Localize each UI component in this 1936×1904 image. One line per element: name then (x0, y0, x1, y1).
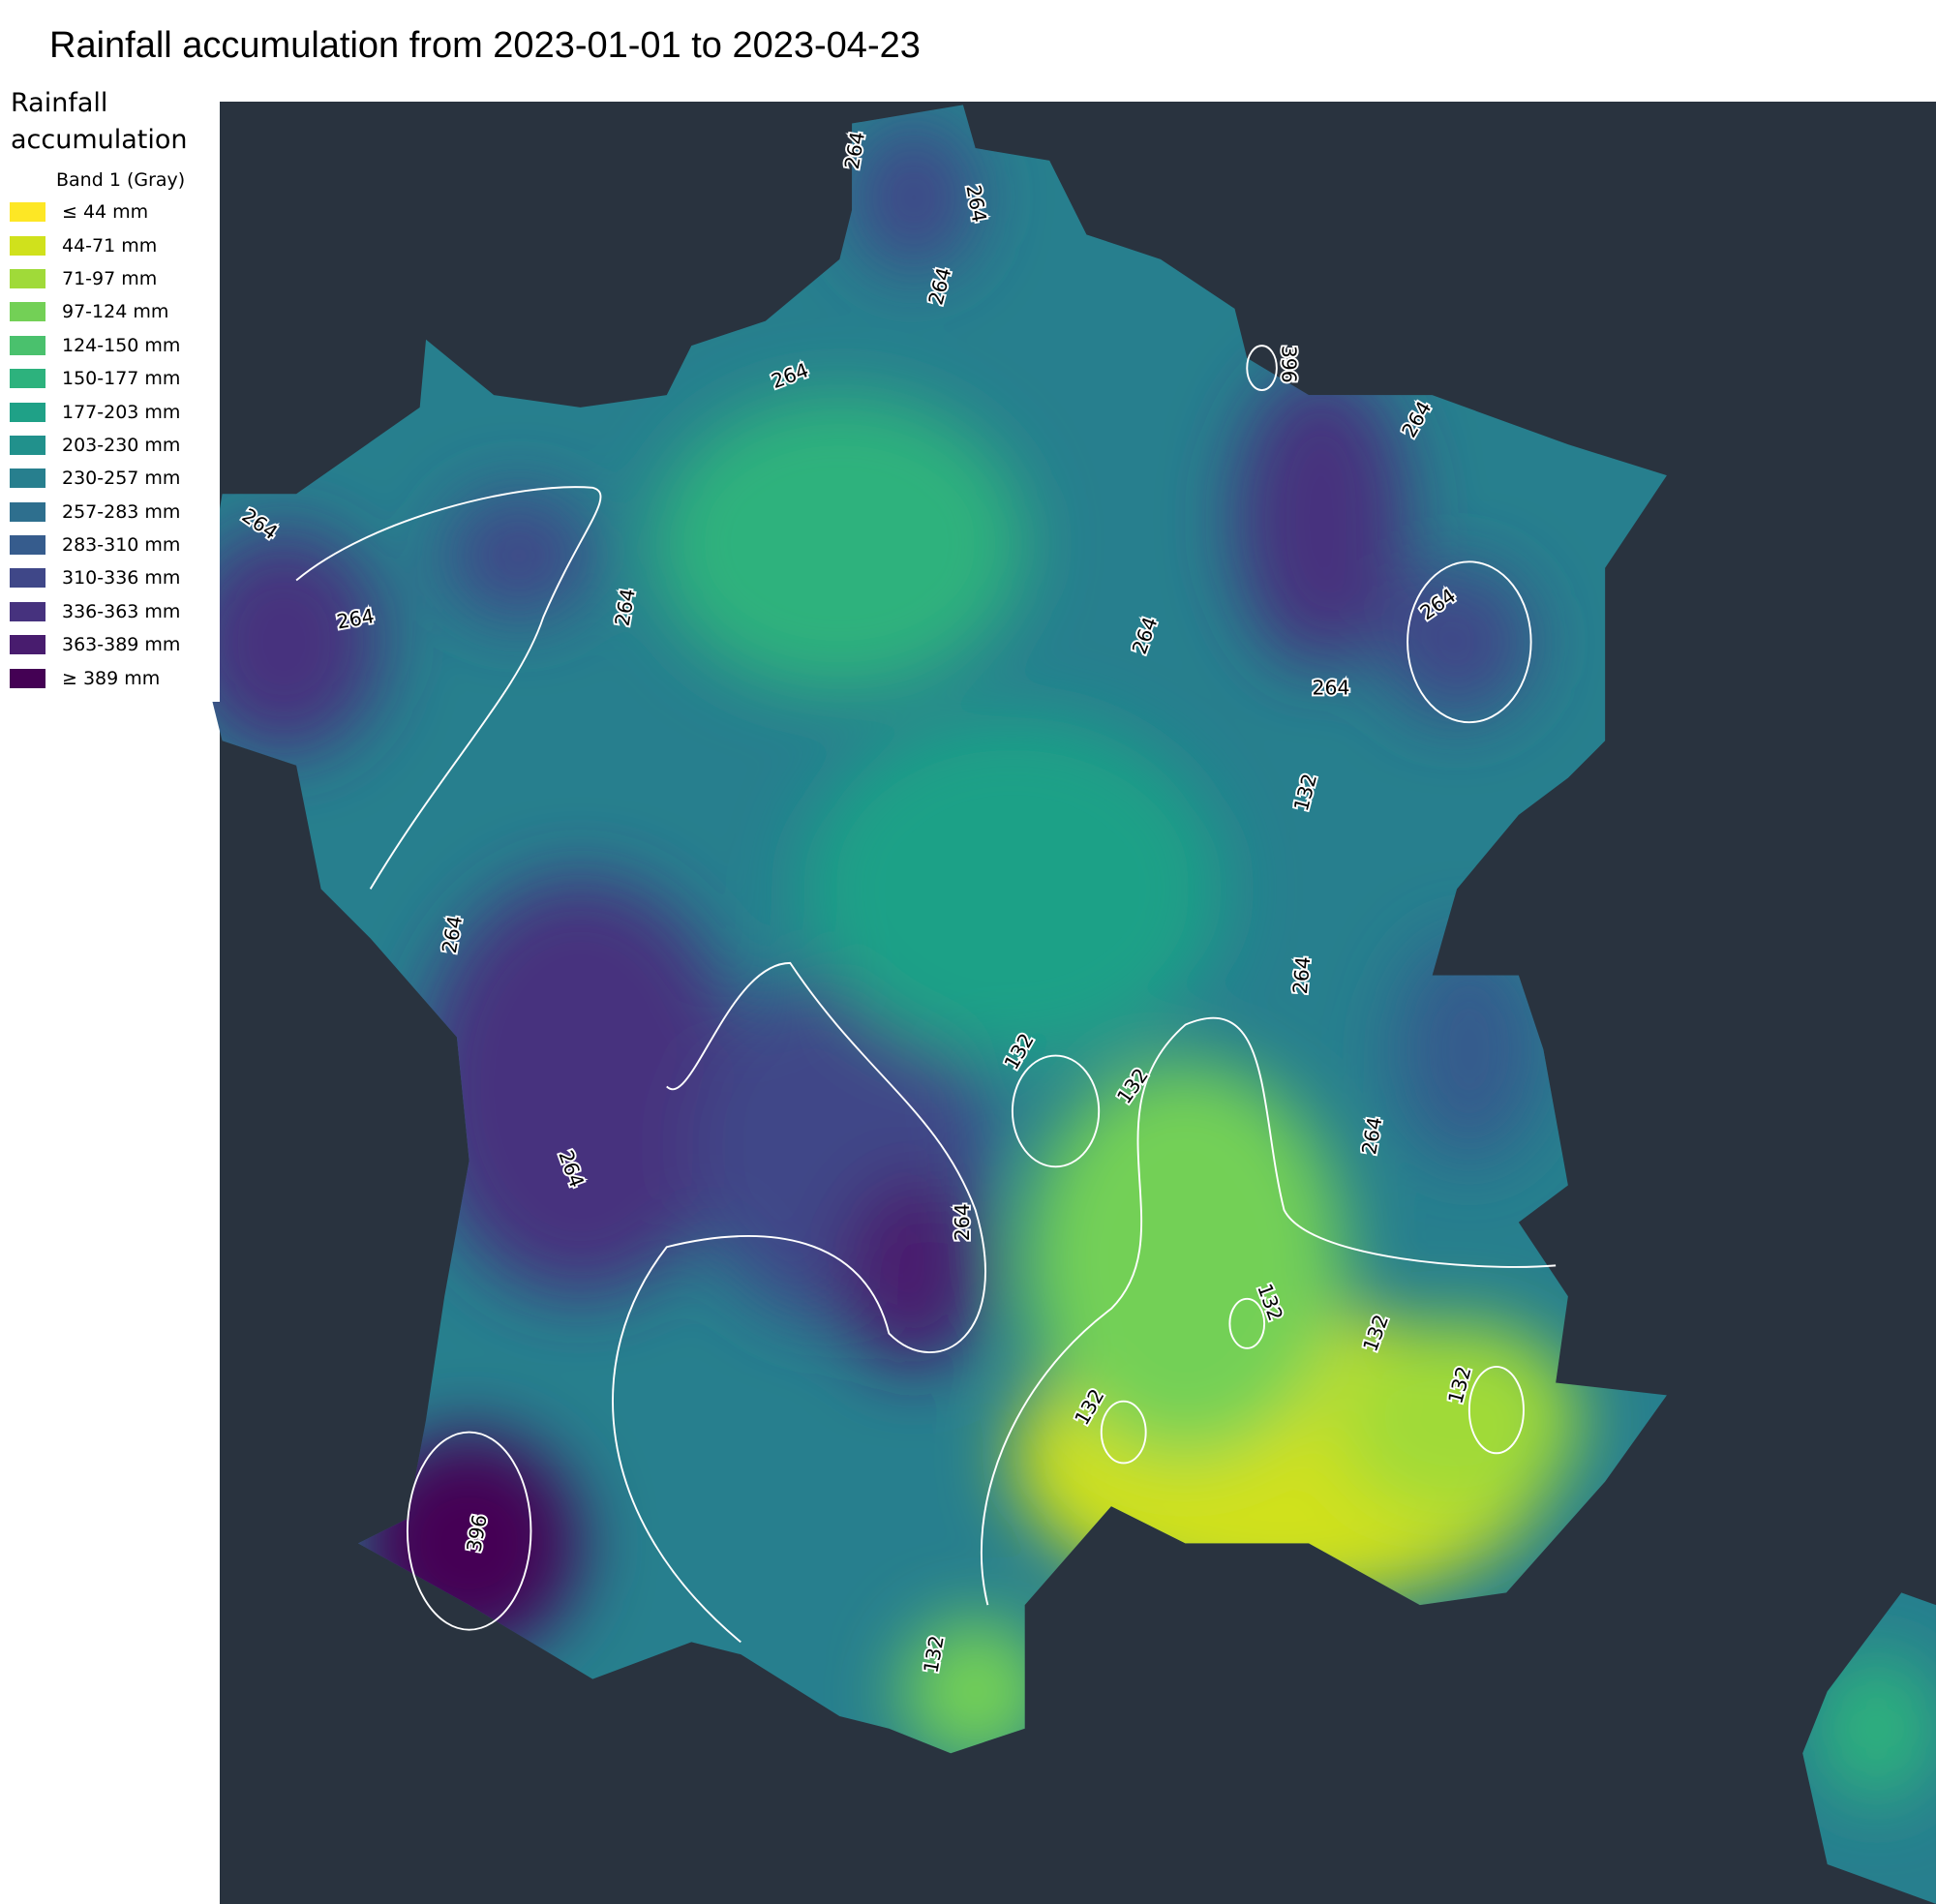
legend-item: 230-257 mm (0, 462, 220, 495)
legend-label: ≤ 44 mm (62, 201, 149, 224)
legend-swatch (10, 335, 45, 355)
legend-label: 336-363 mm (62, 600, 181, 622)
legend-swatch (10, 369, 45, 389)
legend-swatch (10, 501, 45, 522)
legend-label: 310-336 mm (62, 567, 181, 589)
contour-label: 264 (951, 1203, 974, 1241)
legend-label: 257-283 mm (62, 500, 181, 523)
legend-item: 97-124 mm (0, 295, 220, 328)
legend-item: 257-283 mm (0, 496, 220, 529)
legend-item: ≤ 44 mm (0, 196, 220, 228)
legend-label: 150-177 mm (62, 368, 181, 390)
legend-item: 363-389 mm (0, 628, 220, 661)
legend-label: 124-150 mm (62, 334, 181, 356)
legend: Rainfall accumulation Band 1 (Gray) ≤ 44… (0, 85, 220, 702)
legend-swatch (10, 568, 45, 589)
legend-subtitle: Band 1 (Gray) (56, 169, 186, 191)
legend-label: ≥ 389 mm (62, 667, 161, 689)
legend-swatch (10, 668, 45, 688)
legend-swatch (10, 268, 45, 288)
legend-label: 44-71 mm (62, 234, 158, 257)
title: Rainfall accumulation from 2023-01-01 to… (49, 25, 921, 66)
legend-item: 336-363 mm (0, 595, 220, 628)
contour-label: 264 (1288, 955, 1315, 995)
legend-item: 150-177 mm (0, 362, 220, 395)
contour-label: 264 (1313, 677, 1350, 700)
contour-label: 396 (1277, 346, 1300, 383)
legend-swatch (10, 635, 45, 655)
legend-swatch (10, 535, 45, 556)
legend-label: 71-97 mm (62, 267, 158, 289)
legend-item: 124-150 mm (0, 329, 220, 362)
legend-item: ≥ 389 mm (0, 661, 220, 694)
legend-item: 310-336 mm (0, 561, 220, 594)
contour-lines (295, 345, 1557, 1644)
legend-swatch (10, 402, 45, 422)
legend-swatch (10, 601, 45, 621)
legend-label: 177-203 mm (62, 401, 181, 423)
legend-items: ≤ 44 mm 44-71 mm 71-97 mm 97-124 mm 124-150 … (0, 196, 220, 695)
legend-title: Rainfall accumulation (11, 88, 188, 155)
legend-swatch (10, 202, 45, 223)
legend-swatch (10, 435, 45, 455)
legend-label: 363-389 mm (62, 634, 181, 656)
legend-swatch (10, 302, 45, 322)
legend-swatch (10, 468, 45, 489)
legend-label: 97-124 mm (62, 301, 169, 323)
legend-label: 230-257 mm (62, 468, 181, 490)
legend-item: 283-310 mm (0, 529, 220, 561)
legend-swatch (10, 235, 45, 256)
legend-label: 203-230 mm (62, 434, 181, 456)
legend-label: 283-310 mm (62, 534, 181, 557)
legend-item: 71-97 mm (0, 262, 220, 295)
legend-item: 44-71 mm (0, 228, 220, 261)
legend-item: 177-203 mm (0, 395, 220, 428)
legend-item: 203-230 mm (0, 429, 220, 462)
